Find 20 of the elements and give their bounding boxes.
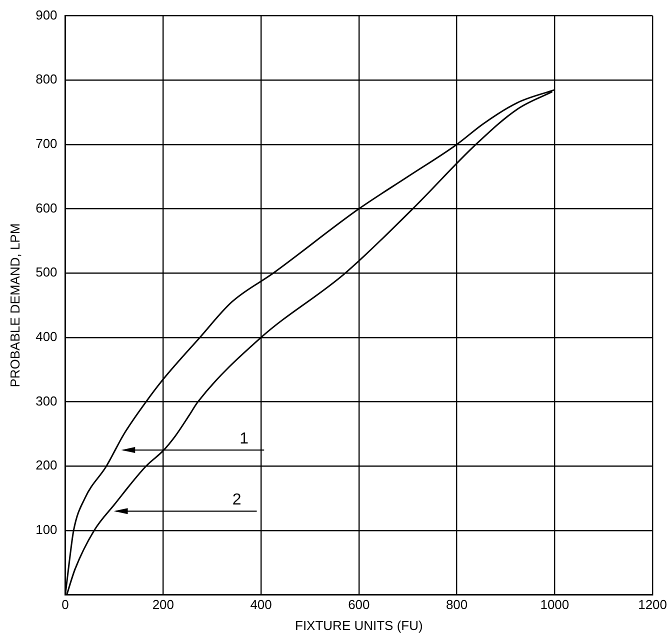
x-tick-label: 600 (348, 597, 370, 612)
y-tick-label: 500 (36, 264, 58, 280)
annotation: 2 (232, 492, 242, 509)
y-tick-label: 200 (36, 458, 58, 473)
y-tick-label: 900 (36, 7, 58, 22)
y-tick-label: 700 (36, 136, 58, 152)
x-tick-label: 0 (62, 597, 69, 612)
y-tick-label: 800 (36, 72, 58, 87)
x-axis-title: FIXTURE UNITS (FU) (295, 618, 423, 633)
y-tick-label: 100 (36, 522, 58, 538)
x-tick-label: 1000 (540, 597, 570, 612)
annotation: 1 (240, 430, 249, 448)
x-tick-label: 1200 (638, 597, 667, 612)
y-axis-title: PROBABLE DEMAND, LPM (7, 223, 22, 388)
y-tick-label: 400 (36, 329, 58, 344)
x-tick-label: 400 (250, 597, 272, 612)
x-tick-label: 200 (152, 597, 174, 612)
y-tick-label: 300 (36, 393, 58, 408)
y-tick-label: 600 (36, 200, 58, 216)
x-tick-label: 800 (446, 597, 468, 612)
